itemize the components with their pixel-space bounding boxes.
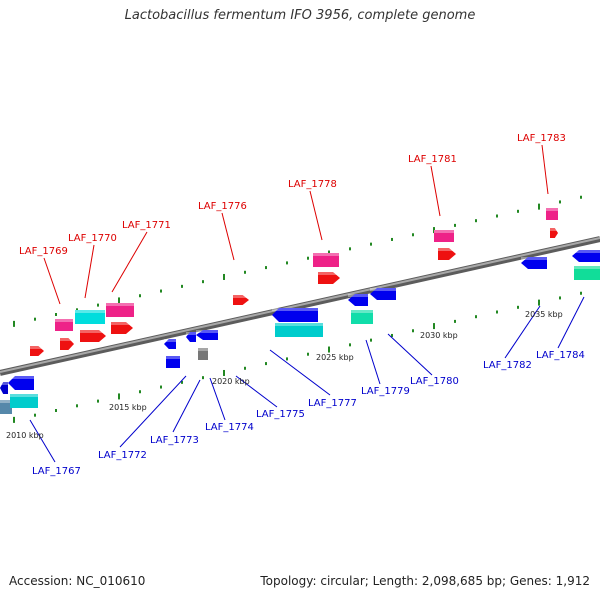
- leader-line: [557, 296, 585, 349]
- gene-feature[interactable]: [30, 346, 44, 356]
- gene-feature[interactable]: [521, 257, 547, 269]
- gene-feature[interactable]: [550, 228, 558, 238]
- gene-label-LAF_1780[interactable]: LAF_1780: [410, 376, 459, 387]
- gene-feature[interactable]: [272, 308, 318, 322]
- leader-line: [172, 379, 201, 433]
- leader-line: [269, 349, 331, 396]
- gene-feature[interactable]: [196, 330, 218, 340]
- gene-feature[interactable]: [572, 250, 600, 262]
- leader-line: [309, 190, 323, 241]
- scale-label-2035: 2035 kbp: [525, 310, 563, 319]
- leader-line: [221, 212, 235, 261]
- gene-label-LAF_1770[interactable]: LAF_1770: [68, 233, 117, 244]
- gene-feature[interactable]: [8, 376, 34, 390]
- leader-line: [209, 377, 226, 421]
- gene-label-LAF_1772[interactable]: LAF_1772: [98, 450, 147, 461]
- leader-line: [504, 305, 541, 359]
- scale-label-2030: 2030 kbp: [420, 331, 458, 340]
- gene-label-LAF_1779[interactable]: LAF_1779: [361, 386, 410, 397]
- leader-line: [43, 257, 61, 305]
- gene-feature[interactable]: [186, 332, 196, 342]
- gene-feature[interactable]: [164, 339, 176, 349]
- leader-line: [235, 375, 278, 408]
- gene-feature[interactable]: [438, 248, 456, 260]
- gene-label-LAF_1776[interactable]: LAF_1776: [198, 201, 247, 212]
- gene-feature[interactable]: [75, 310, 105, 324]
- gene-feature[interactable]: [80, 330, 106, 342]
- leader-line: [111, 231, 148, 293]
- scale-label-2020: 2020 kbp: [212, 377, 250, 386]
- gene-label-LAF_1783[interactable]: LAF_1783: [517, 133, 566, 144]
- scale-label-2015: 2015 kbp: [109, 403, 147, 412]
- label-leaders: [29, 144, 585, 463]
- gene-label-LAF_1769[interactable]: LAF_1769: [19, 246, 68, 257]
- gene-feature[interactable]: [111, 322, 133, 334]
- gene-label-LAF_1777[interactable]: LAF_1777: [308, 398, 357, 409]
- gene-label-LAF_1775[interactable]: LAF_1775: [256, 409, 305, 420]
- accession-text: Accession: NC_010610: [9, 574, 146, 588]
- gene-label-LAF_1771[interactable]: LAF_1771: [122, 220, 171, 231]
- gene-feature[interactable]: [318, 272, 340, 284]
- gene-feature[interactable]: [233, 295, 249, 305]
- gene-feature[interactable]: [106, 303, 134, 317]
- gene-features: [0, 208, 600, 414]
- gene-label-LAF_1773[interactable]: LAF_1773: [150, 435, 199, 446]
- gene-feature[interactable]: [574, 266, 600, 280]
- genome-backbone: [0, 236, 600, 376]
- gene-feature[interactable]: [348, 294, 368, 306]
- scale-label-2010: 2010 kbp: [6, 431, 44, 440]
- scale-label-2025: 2025 kbp: [316, 353, 354, 362]
- gene-feature[interactable]: [370, 288, 396, 300]
- leader-line: [84, 244, 95, 299]
- gene-label-LAF_1781[interactable]: LAF_1781: [408, 154, 457, 165]
- gene-feature[interactable]: [313, 253, 339, 267]
- leader-line: [29, 419, 56, 463]
- gene-feature[interactable]: [198, 348, 208, 360]
- gene-feature[interactable]: [351, 310, 373, 324]
- gene-feature[interactable]: [0, 400, 12, 414]
- leader-line: [541, 144, 549, 195]
- gene-feature[interactable]: [55, 319, 73, 331]
- gene-label-LAF_1774[interactable]: LAF_1774: [205, 422, 254, 433]
- leader-line: [365, 339, 381, 385]
- map-title: Lactobacillus fermentum IFO 3956, comple…: [124, 8, 476, 23]
- genome-summary-text: Topology: circular; Length: 2,098,685 bp…: [260, 574, 590, 588]
- gene-label-LAF_1784[interactable]: LAF_1784: [536, 350, 585, 361]
- gene-label-LAF_1767[interactable]: LAF_1767: [32, 466, 81, 477]
- gene-label-LAF_1778[interactable]: LAF_1778: [288, 179, 337, 190]
- gene-label-LAF_1782[interactable]: LAF_1782: [483, 360, 532, 371]
- leader-line: [387, 333, 433, 376]
- scale-dots: [13, 195, 582, 423]
- gene-feature[interactable]: [434, 230, 454, 242]
- leader-line: [119, 375, 187, 448]
- leader-line: [430, 165, 441, 217]
- gene-feature[interactable]: [166, 356, 180, 368]
- gene-feature[interactable]: [546, 208, 558, 220]
- gene-feature[interactable]: [0, 382, 8, 394]
- gene-feature[interactable]: [275, 323, 323, 337]
- gene-feature[interactable]: [60, 338, 74, 350]
- gene-feature[interactable]: [10, 394, 38, 408]
